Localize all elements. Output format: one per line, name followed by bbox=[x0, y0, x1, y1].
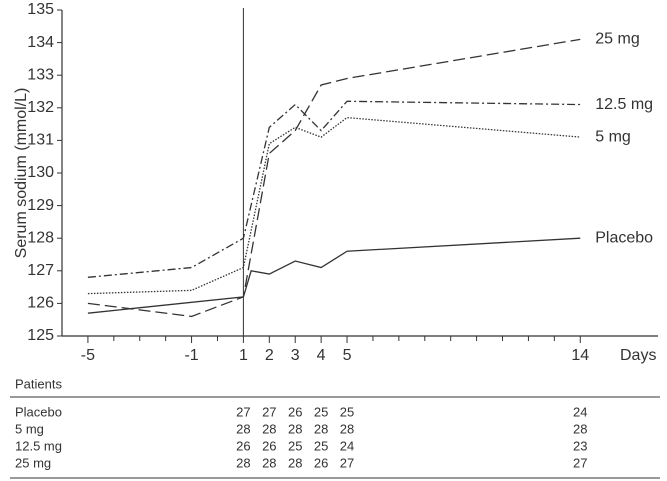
row-value: 27 bbox=[262, 404, 276, 419]
row-value: 26 bbox=[314, 455, 328, 470]
row-value: 26 bbox=[288, 404, 302, 419]
x-tick-label: 2 bbox=[265, 347, 274, 364]
row-label: 12.5 mg bbox=[15, 438, 62, 453]
y-tick-label: 128 bbox=[27, 229, 54, 246]
row-value: 25 bbox=[288, 438, 302, 453]
row-value: 26 bbox=[236, 438, 250, 453]
series-line bbox=[87, 38, 581, 318]
x-tick-label: -1 bbox=[184, 347, 198, 364]
series-line bbox=[87, 116, 581, 295]
y-tick-label: 135 bbox=[27, 1, 54, 18]
row-value: 24 bbox=[573, 404, 587, 419]
x-tick-label: 4 bbox=[317, 347, 326, 364]
row-value: 28 bbox=[288, 455, 302, 470]
row-label: Placebo bbox=[15, 404, 62, 419]
row-value: 28 bbox=[262, 455, 276, 470]
series-label: 25 mg bbox=[595, 31, 639, 48]
series-label: 5 mg bbox=[595, 128, 631, 145]
row-value: 28 bbox=[573, 421, 587, 436]
x-tick-label: -5 bbox=[81, 347, 95, 364]
x-tick-label: 3 bbox=[291, 347, 300, 364]
row-value: 27 bbox=[236, 404, 250, 419]
series-line bbox=[87, 237, 581, 314]
row-value: 25 bbox=[340, 404, 354, 419]
row-value: 27 bbox=[573, 455, 587, 470]
row-value: 28 bbox=[262, 421, 276, 436]
row-value: 28 bbox=[236, 455, 250, 470]
row-value: 25 bbox=[314, 404, 328, 419]
series-label: 12.5 mg bbox=[595, 96, 653, 113]
row-label: 25 mg bbox=[15, 455, 51, 470]
row-value: 26 bbox=[262, 438, 276, 453]
row-value: 27 bbox=[340, 455, 354, 470]
y-tick-label: 134 bbox=[27, 34, 54, 51]
y-tick-label: 126 bbox=[27, 295, 54, 312]
series-label: Placebo bbox=[595, 229, 653, 246]
row-value: 23 bbox=[573, 438, 587, 453]
row-value: 28 bbox=[314, 421, 328, 436]
series-line bbox=[87, 100, 581, 278]
y-tick-label: 125 bbox=[27, 327, 54, 344]
y-tick-label: 129 bbox=[27, 197, 54, 214]
row-value: 25 bbox=[314, 438, 328, 453]
row-label: 5 mg bbox=[15, 421, 44, 436]
y-tick-label: 131 bbox=[27, 132, 54, 149]
y-tick-label: 132 bbox=[27, 99, 54, 116]
y-axis-label: Serum sodium (mmol/L) bbox=[13, 88, 30, 259]
y-tick-label: 130 bbox=[27, 164, 54, 181]
row-value: 28 bbox=[236, 421, 250, 436]
x-axis-label: Days bbox=[620, 347, 656, 364]
y-tick-label: 127 bbox=[27, 262, 54, 279]
row-value: 28 bbox=[340, 421, 354, 436]
x-tick-label: 14 bbox=[571, 347, 589, 364]
x-tick-label: 5 bbox=[343, 347, 352, 364]
table-title: Patients bbox=[15, 376, 62, 391]
x-tick-label: 1 bbox=[239, 347, 248, 364]
row-value: 28 bbox=[288, 421, 302, 436]
row-value: 24 bbox=[340, 438, 354, 453]
y-tick-label: 133 bbox=[27, 66, 54, 83]
